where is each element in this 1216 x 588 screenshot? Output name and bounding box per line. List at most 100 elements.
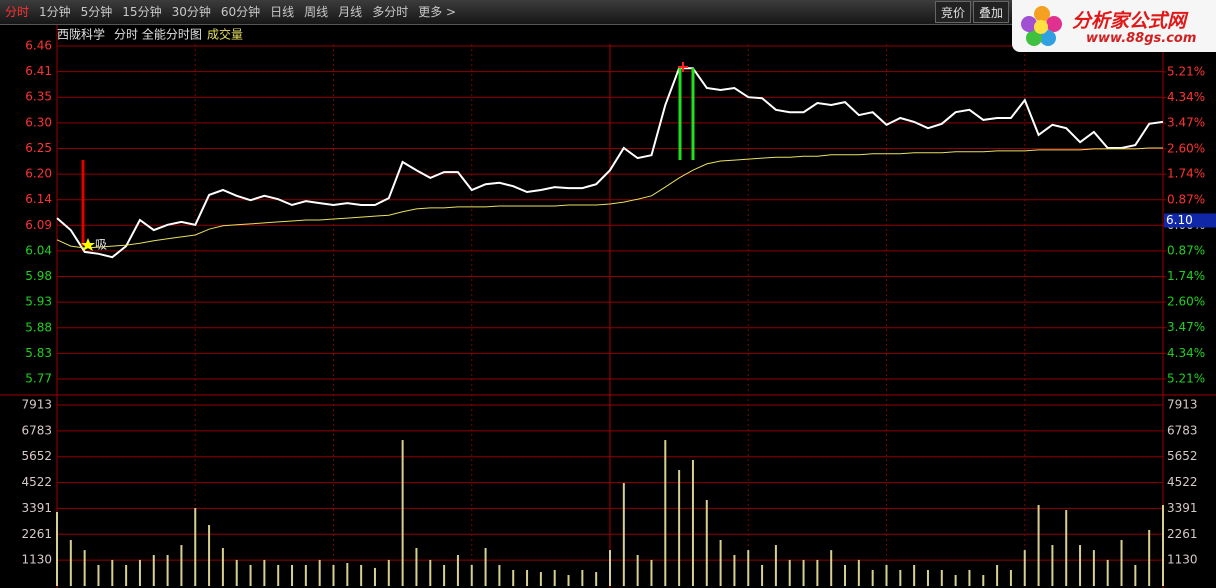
y-tick-label: 4522: [21, 475, 52, 489]
series-line: [56, 67, 1164, 259]
y-tick-label: 1130: [1167, 553, 1198, 567]
toolbar-buttons: 竞价 叠加: [934, 0, 1010, 24]
volume-bar: [1023, 550, 1026, 586]
logo-title: 分析家公式网: [1072, 10, 1187, 32]
y-tick-label: 6.41: [25, 64, 52, 78]
volume-bar: [166, 555, 169, 586]
volume-bar: [664, 440, 667, 586]
tab[interactable]: 15分钟: [122, 5, 162, 19]
volume-bar: [373, 567, 376, 586]
logo-icon: [1021, 6, 1062, 46]
cursor-box: [1164, 213, 1216, 228]
y2-tick-label: 2.60%: [1167, 141, 1205, 155]
y-tick-label: 5.93: [25, 295, 52, 309]
volume-bar: [263, 559, 266, 586]
series-line: [56, 147, 1163, 249]
volume-bar: [1079, 545, 1082, 586]
y-tick-label: 5652: [21, 449, 52, 463]
volume-title: 成交量: [207, 27, 243, 42]
tab[interactable]: 分时: [5, 5, 30, 19]
volume-bar: [816, 559, 819, 586]
button[interactable]: 叠加: [973, 1, 1010, 23]
tab[interactable]: 周线: [304, 5, 329, 19]
y-tick-label: 2261: [1167, 527, 1198, 541]
y2-tick-label: 0.87%: [1167, 244, 1205, 258]
y-tick-label: 1130: [21, 553, 52, 567]
volume-bar: [470, 564, 473, 586]
volume-bar: [691, 459, 694, 586]
star: [81, 238, 95, 251]
tab[interactable]: 日线: [270, 5, 295, 19]
y-tick-label: 6.25: [25, 141, 52, 155]
signal-cross: [678, 62, 688, 72]
button[interactable]: 竞价: [935, 1, 972, 23]
volume-bar: [498, 564, 501, 586]
stock-name: 西陇科学: [57, 27, 105, 42]
volume-bar: [1009, 569, 1012, 586]
volume-bar: [484, 548, 487, 586]
volume-bar: [1120, 540, 1123, 586]
tab[interactable]: 更多 >: [418, 5, 457, 19]
volume-bar: [871, 569, 874, 586]
volume-bar: [954, 575, 957, 586]
volume-bar: [401, 440, 404, 586]
volume-bar: [332, 564, 335, 586]
volume-bar: [1134, 564, 1137, 586]
volume-bar: [926, 569, 929, 586]
volume-bar: [194, 508, 197, 586]
volume-bar: [650, 559, 653, 586]
volume-bar: [1148, 529, 1151, 586]
volume-bar: [429, 559, 432, 586]
chart-subtitle: 分时 全能分时图: [114, 27, 202, 42]
volume-bar: [899, 569, 902, 586]
volume-bar: [456, 555, 459, 586]
volume-bar: [318, 559, 321, 586]
volume-bar: [346, 563, 349, 586]
volume-bar: [443, 564, 446, 586]
y-tick-label: 3391: [1167, 501, 1198, 515]
volume-bar: [360, 564, 363, 586]
volume-bar: [180, 545, 183, 586]
volume-bar: [774, 545, 777, 586]
y-tick-label: 5.88: [25, 320, 52, 334]
y-tick-label: 6.30: [25, 115, 52, 129]
volume-bar: [581, 569, 584, 586]
y-tick-label: 2261: [21, 527, 52, 541]
volume-bar: [567, 575, 570, 586]
volume-bar: [1037, 505, 1040, 586]
volume-bar: [97, 564, 100, 586]
y-tick-label: 6783: [1167, 423, 1198, 437]
y-tick-label: 5.77: [25, 372, 52, 386]
y2-tick-label: 5.21%: [1167, 372, 1205, 386]
volume-bar: [913, 564, 916, 586]
y-tick-label: 5.83: [25, 346, 52, 360]
tab[interactable]: 月线: [338, 5, 363, 19]
tab[interactable]: 1分钟: [39, 5, 71, 19]
volume-bar: [595, 572, 598, 586]
volume-bar: [705, 499, 708, 586]
y2-tick-label: 1.74%: [1167, 269, 1205, 283]
volume-bar: [249, 564, 252, 586]
volume-bar: [1051, 545, 1054, 586]
volume-bar: [1162, 505, 1164, 586]
y-tick-label: 6783: [21, 423, 52, 437]
y-tick-label: 7913: [1167, 398, 1198, 412]
volume-bar: [719, 540, 722, 586]
y2-tick-label: 0.87%: [1167, 192, 1205, 206]
tab[interactable]: 多分时: [372, 5, 409, 19]
y2-tick-label: 1.74%: [1167, 167, 1205, 181]
volume-bar: [387, 559, 390, 586]
volume-bar: [1106, 559, 1109, 586]
y2-tick-label: 2.60%: [1167, 295, 1205, 309]
y2-tick-label: 5.21%: [1167, 64, 1205, 78]
tab[interactable]: 5分钟: [80, 5, 113, 19]
volume-bar: [1065, 510, 1068, 586]
y-tick-label: 6.04: [25, 243, 52, 257]
tab[interactable]: 60分钟: [220, 5, 261, 19]
volume-bar: [636, 555, 639, 586]
y-tick-label: 6.20: [25, 167, 52, 181]
volume-bar: [802, 559, 805, 586]
y-tick-label: 6.46: [25, 39, 52, 53]
tab[interactable]: 30分钟: [171, 5, 211, 19]
